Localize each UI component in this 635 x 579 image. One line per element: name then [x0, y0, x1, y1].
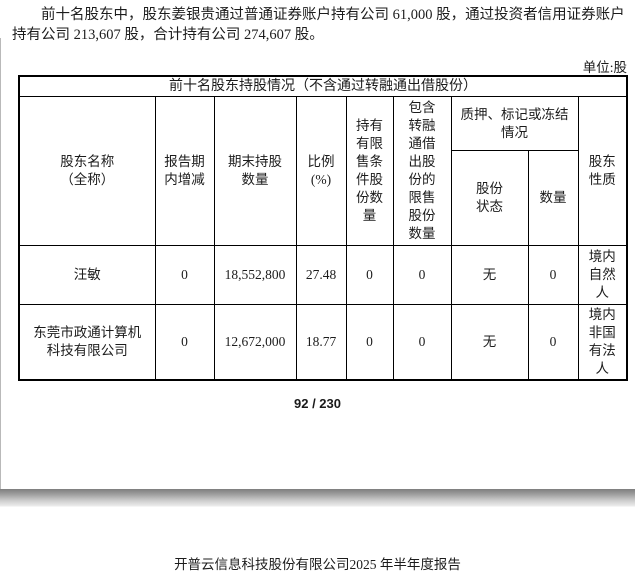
cell-quantity: 0	[527, 245, 579, 305]
cell-shareholder-name: 汪敏	[18, 245, 156, 305]
table-header-row-2: 股份 状态 数量	[19, 150, 627, 246]
page-indicator: 92 / 230	[294, 396, 341, 411]
cell-change: 0	[154, 245, 215, 305]
intro-paragraph: 前十名股东中，股东姜银贵通过普通证券账户持有公司 61,000 股，通过投资者信…	[12, 7, 625, 43]
cell-shares: 12,672,000	[213, 304, 297, 381]
cell-ratio: 27.48	[295, 245, 347, 305]
header-share-status: 股份 状态	[450, 150, 529, 246]
header-shareholder-name: 股东名称 （全称）	[18, 96, 156, 246]
header-pledge-group: 质押、标记或冻结 情况	[450, 96, 579, 151]
cell-nature: 境内 自然 人	[577, 245, 628, 305]
cell-shares: 18,552,800	[213, 245, 297, 305]
cell-refinancing: 0	[392, 304, 452, 381]
header-change-in-period: 报告期 内增减	[154, 96, 215, 246]
cell-restricted: 0	[345, 245, 394, 305]
header-shares-at-end: 期末持股 数量	[213, 96, 297, 246]
header-ratio: 比例 (%)	[295, 96, 347, 246]
table-title: 前十名股东持股情况（不含通过转融通出借股份）	[18, 75, 628, 97]
cell-change: 0	[154, 304, 215, 381]
report-footer: 开普云信息科技股份有限公司2025 年半年度报告	[174, 557, 461, 572]
header-refinancing-restricted: 包含 转融 通借 出股 份的 限售 股份 数量	[392, 96, 452, 246]
page-edge-line	[0, 38, 1, 490]
header-shareholder-nature: 股东 性质	[577, 96, 628, 246]
cell-nature: 境内 非国 有法 人	[577, 304, 628, 381]
unit-label: 单位:股	[582, 60, 627, 75]
table-header-row-1: 股东名称 （全称） 报告期 内增减 期末持股 数量 比例 (%) 持有 有限 售…	[18, 96, 628, 246]
header-restricted-shares: 持有 有限 售条 件股 份数 量	[345, 96, 394, 246]
cell-status: 无	[450, 304, 529, 381]
shareholders-table: 前十名股东持股情况（不含通过转融通出借股份） 股东名称 （全称） 报告期 内增减…	[18, 75, 629, 381]
cell-ratio: 18.77	[295, 304, 347, 381]
table-title-row: 前十名股东持股情况（不含通过转融通出借股份）	[18, 75, 628, 97]
cell-status: 无	[450, 245, 529, 305]
cell-quantity: 0	[527, 304, 579, 381]
page-separator-bar	[0, 489, 635, 507]
cell-shareholder-name: 东莞市政通计算机 科技有限公司	[18, 304, 156, 381]
cell-refinancing: 0	[392, 245, 452, 305]
table-row: 汪敏 0 18,552,800 27.48 0 0 无 0 境内 自然 人	[18, 245, 628, 305]
table-row: 东莞市政通计算机 科技有限公司 0 12,672,000 18.77 0 0 无…	[18, 304, 628, 381]
cell-restricted: 0	[345, 304, 394, 381]
header-quantity: 数量	[527, 150, 579, 246]
